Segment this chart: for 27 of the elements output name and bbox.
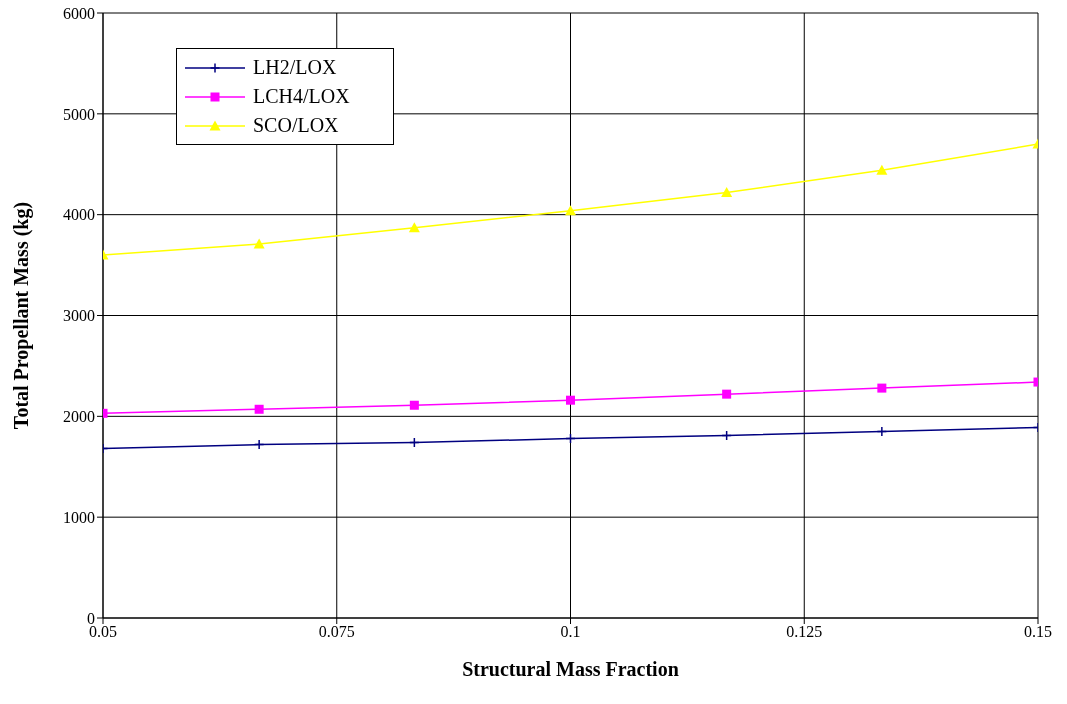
- y-tick-label: 6000: [63, 4, 95, 22]
- point: [408, 222, 420, 233]
- point: [721, 186, 733, 197]
- point: [566, 395, 575, 405]
- legend-label: LCH4/LOX: [253, 84, 350, 109]
- point: [877, 383, 887, 393]
- point: [253, 238, 265, 249]
- point: [722, 389, 732, 399]
- x-tick-label: 0.075: [318, 623, 355, 641]
- point: [253, 439, 265, 450]
- point: [565, 205, 576, 216]
- y-tick-label: 2000: [63, 408, 95, 426]
- point: [876, 426, 888, 437]
- y-axis-title: Total Propellant Mass (kg): [10, 201, 34, 430]
- y-tick-label: 3000: [63, 307, 95, 325]
- x-axis-title: Structural Mass Fraction: [462, 658, 679, 680]
- legend-label: LH2/LOX: [253, 55, 337, 80]
- x-tick-label: 0.15: [1024, 623, 1052, 641]
- point: [409, 400, 419, 410]
- y-tick-label: 1000: [63, 508, 95, 526]
- x-tick-label: 0.125: [786, 623, 823, 641]
- legend-label: SCO/LOX: [253, 113, 339, 138]
- point: [876, 164, 888, 175]
- point: [254, 404, 264, 414]
- x-tick-label: 0.1: [560, 623, 581, 641]
- y-tick-label: 4000: [63, 206, 95, 224]
- y-tick-label: 5000: [63, 105, 95, 123]
